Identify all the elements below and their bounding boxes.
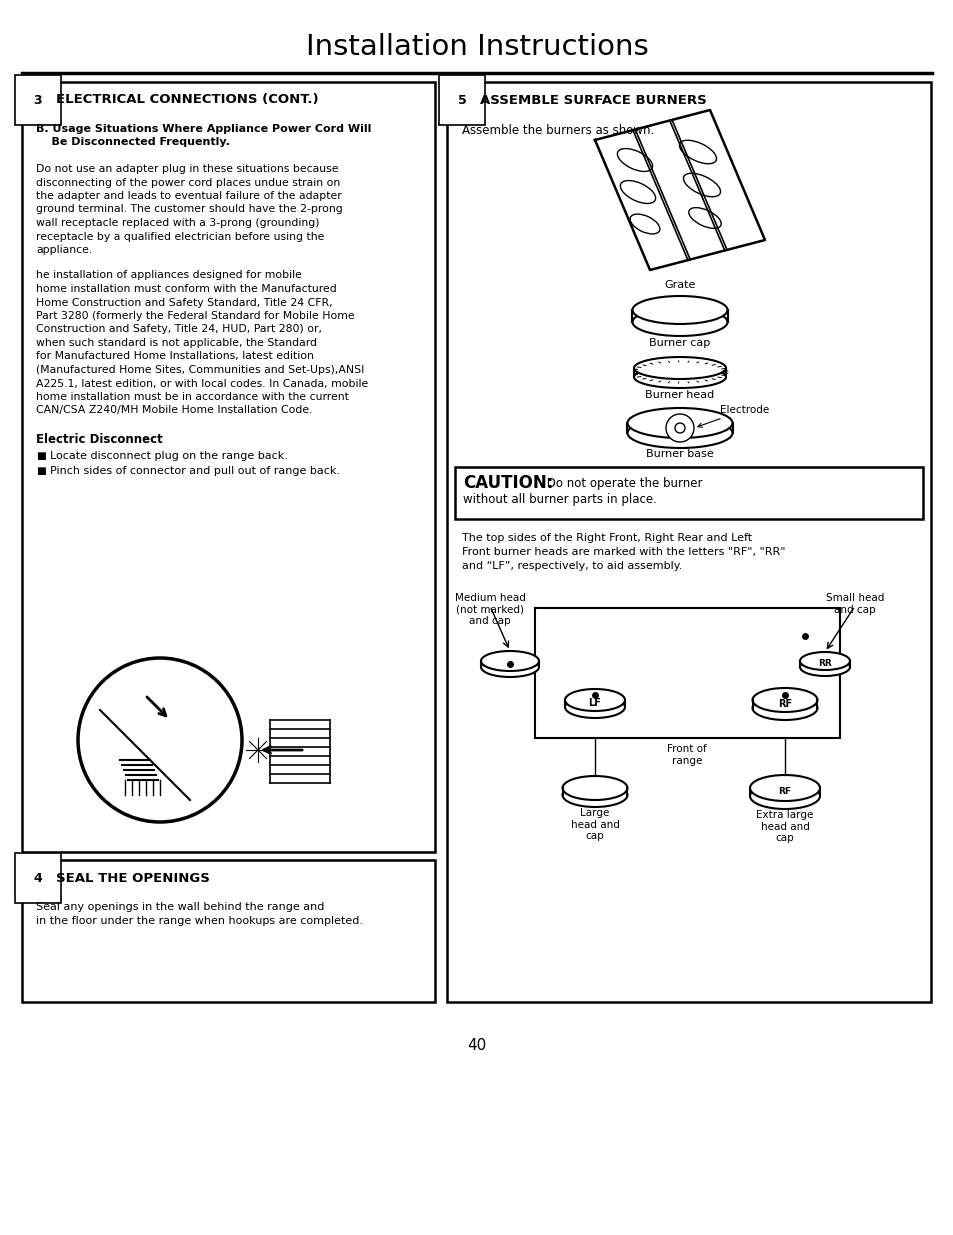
Ellipse shape xyxy=(480,651,538,671)
Text: ■: ■ xyxy=(36,451,46,461)
Text: Do not operate the burner: Do not operate the burner xyxy=(542,477,701,489)
Text: for Manufactured Home Installations, latest edition: for Manufactured Home Installations, lat… xyxy=(36,352,314,362)
Text: Large
head and
cap: Large head and cap xyxy=(570,808,618,841)
Bar xyxy=(447,82,930,1002)
Text: Home Construction and Safety Standard, Title 24 CFR,: Home Construction and Safety Standard, T… xyxy=(36,298,333,308)
Text: SEAL THE OPENINGS: SEAL THE OPENINGS xyxy=(56,872,210,884)
Text: RR: RR xyxy=(818,659,831,668)
Ellipse shape xyxy=(562,783,627,806)
Ellipse shape xyxy=(562,776,627,800)
Ellipse shape xyxy=(632,296,727,324)
Ellipse shape xyxy=(800,658,849,676)
Text: RF: RF xyxy=(778,788,791,797)
Text: ■: ■ xyxy=(36,466,46,475)
Text: The top sides of the Right Front, Right Rear and Left: The top sides of the Right Front, Right … xyxy=(461,534,751,543)
Text: 4: 4 xyxy=(33,872,42,884)
Text: home installation must be in accordance with the current: home installation must be in accordance … xyxy=(36,391,349,403)
Ellipse shape xyxy=(564,689,624,711)
Text: appliance.: appliance. xyxy=(36,245,92,254)
Ellipse shape xyxy=(634,357,725,379)
Text: Be Disconnected Frequently.: Be Disconnected Frequently. xyxy=(36,137,230,147)
Text: and “LF”, respectively, to aid assembly.: and “LF”, respectively, to aid assembly. xyxy=(461,561,681,571)
Text: Front burner heads are marked with the letters "RF", "RR": Front burner heads are marked with the l… xyxy=(461,547,784,557)
Bar xyxy=(22,82,435,852)
Ellipse shape xyxy=(632,308,727,336)
Ellipse shape xyxy=(752,688,817,713)
Ellipse shape xyxy=(800,652,849,671)
Text: Part 3280 (formerly the Federal Standard for Mobile Home: Part 3280 (formerly the Federal Standard… xyxy=(36,311,355,321)
Ellipse shape xyxy=(564,697,624,718)
Text: Electric Disconnect: Electric Disconnect xyxy=(36,433,163,446)
Ellipse shape xyxy=(752,697,817,720)
Text: 40: 40 xyxy=(467,1037,486,1052)
Text: without all burner parts in place.: without all burner parts in place. xyxy=(462,493,657,505)
Text: receptacle by a qualified electrician before using the: receptacle by a qualified electrician be… xyxy=(36,231,324,242)
Ellipse shape xyxy=(480,657,538,677)
Text: CAUTION:: CAUTION: xyxy=(462,474,553,492)
Ellipse shape xyxy=(627,408,732,438)
Text: he installation of appliances designed for mobile: he installation of appliances designed f… xyxy=(36,270,301,280)
Text: 3: 3 xyxy=(33,94,42,106)
Bar xyxy=(22,860,435,1002)
Text: Burner base: Burner base xyxy=(645,450,713,459)
Ellipse shape xyxy=(749,776,820,802)
Text: ASSEMBLE SURFACE BURNERS: ASSEMBLE SURFACE BURNERS xyxy=(479,94,706,106)
Text: ground terminal. The customer should have the 2-prong: ground terminal. The customer should hav… xyxy=(36,205,342,215)
Text: LF: LF xyxy=(588,698,600,708)
Text: Pinch sides of connector and pull out of range back.: Pinch sides of connector and pull out of… xyxy=(50,466,339,475)
Text: Installation Instructions: Installation Instructions xyxy=(305,33,648,61)
Ellipse shape xyxy=(749,783,820,809)
Bar xyxy=(535,608,840,739)
Text: disconnecting of the power cord places undue strain on: disconnecting of the power cord places u… xyxy=(36,178,340,188)
Text: Medium head
(not marked)
and cap: Medium head (not marked) and cap xyxy=(454,593,525,626)
Text: Seal any openings in the wall behind the range and: Seal any openings in the wall behind the… xyxy=(36,902,324,911)
Ellipse shape xyxy=(634,366,725,388)
Text: wall receptacle replaced with a 3-prong (grounding): wall receptacle replaced with a 3-prong … xyxy=(36,219,319,228)
Text: Burner cap: Burner cap xyxy=(649,338,710,348)
Text: Small head
and cap: Small head and cap xyxy=(825,593,883,615)
Text: Burner head: Burner head xyxy=(644,390,714,400)
Text: 5: 5 xyxy=(457,94,466,106)
Text: the adapter and leads to eventual failure of the adapter: the adapter and leads to eventual failur… xyxy=(36,191,341,201)
Text: B. Usage Situations Where Appliance Power Cord Will: B. Usage Situations Where Appliance Powe… xyxy=(36,124,371,135)
Text: Construction and Safety, Title 24, HUD, Part 280) or,: Construction and Safety, Title 24, HUD, … xyxy=(36,325,322,335)
Text: Do not use an adapter plug in these situations because: Do not use an adapter plug in these situ… xyxy=(36,164,338,174)
Text: A225.1, latest edition, or with local codes. In Canada, mobile: A225.1, latest edition, or with local co… xyxy=(36,378,368,389)
Text: Front of
range: Front of range xyxy=(666,743,706,766)
Text: home installation must conform with the Manufactured: home installation must conform with the … xyxy=(36,284,336,294)
Text: RF: RF xyxy=(777,699,791,709)
Text: (Manufactured Home Sites, Communities and Set-Ups),ANSI: (Manufactured Home Sites, Communities an… xyxy=(36,366,364,375)
Text: ELECTRICAL CONNECTIONS (CONT.): ELECTRICAL CONNECTIONS (CONT.) xyxy=(56,94,318,106)
Text: in the floor under the range when hookups are completed.: in the floor under the range when hookup… xyxy=(36,916,363,926)
Ellipse shape xyxy=(627,417,732,448)
Text: CAN/CSA Z240/MH Mobile Home Installation Code.: CAN/CSA Z240/MH Mobile Home Installation… xyxy=(36,405,313,415)
Text: Locate disconnect plug on the range back.: Locate disconnect plug on the range back… xyxy=(50,451,288,461)
Text: Grate: Grate xyxy=(663,280,695,290)
Text: when such standard is not applicable, the Standard: when such standard is not applicable, th… xyxy=(36,338,316,348)
Circle shape xyxy=(665,414,693,442)
Text: Assemble the burners as shown.: Assemble the burners as shown. xyxy=(461,124,654,137)
Text: Electrode: Electrode xyxy=(697,405,768,427)
Bar xyxy=(455,467,923,519)
Text: Extra large
head and
cap: Extra large head and cap xyxy=(756,810,813,844)
